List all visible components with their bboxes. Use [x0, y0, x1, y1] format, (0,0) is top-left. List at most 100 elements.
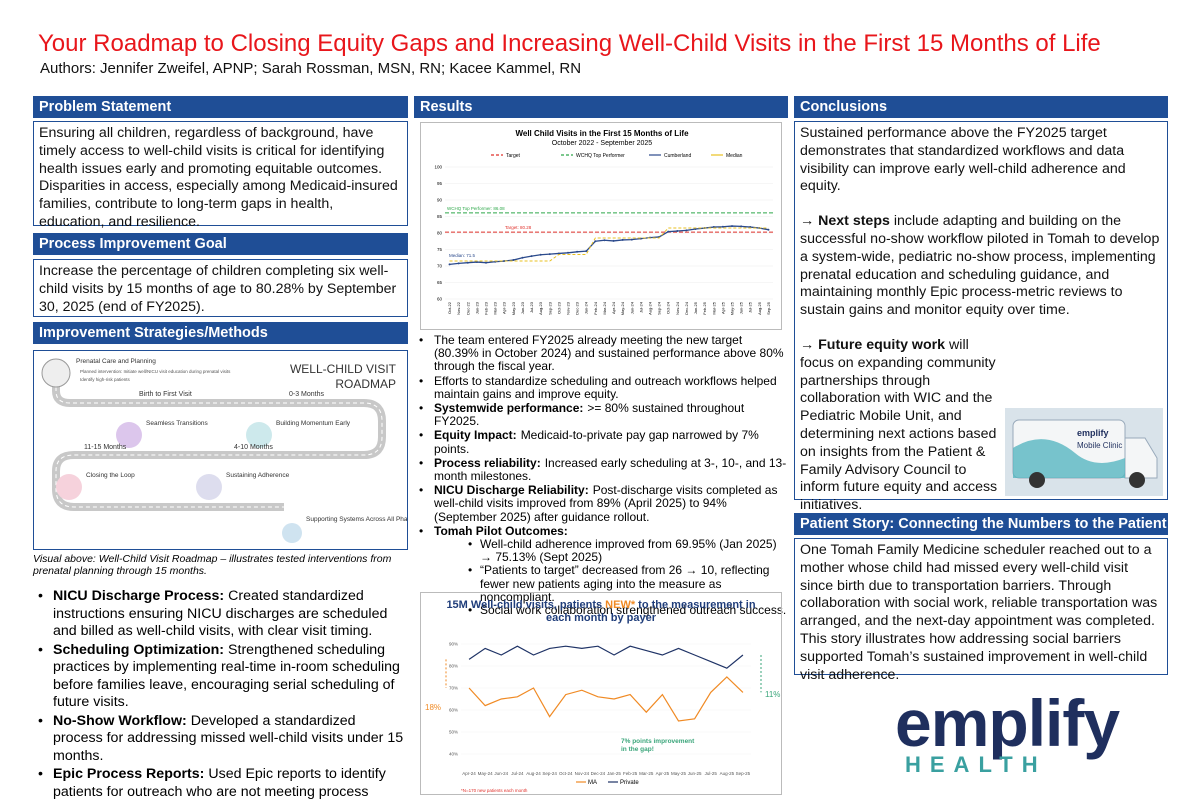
data-point: [567, 251, 569, 254]
bullet-lead: Scheduling Optimization:: [53, 641, 225, 658]
poster-title: Your Roadmap to Closing Equity Gaps and …: [38, 30, 1101, 57]
x-tick-label: Aug-23: [538, 301, 543, 315]
y-tick-label: 70%: [449, 686, 458, 691]
roadmap-stage: Seamless Transitions: [146, 420, 209, 427]
x-tick-label: Jul-24: [511, 771, 524, 776]
x-tick-label: Jul-23: [529, 301, 534, 313]
bullet: Efforts to standardize scheduling and ou…: [414, 373, 788, 401]
section-text: One Tomah Family Medicine scheduler reac…: [794, 538, 1168, 683]
x-tick-label: May-24: [478, 771, 494, 776]
bullet-text: The team entered FY2025 already meeting …: [434, 333, 784, 374]
bullet-text: Efforts to standardize scheduling and ou…: [434, 373, 777, 401]
bullet: NICU Discharge Reliability:Post-discharg…: [414, 484, 788, 524]
x-tick-label: May-23: [511, 301, 516, 315]
logo-name: emplify: [895, 686, 1120, 760]
y-tick-label: 85: [437, 214, 443, 219]
series-line: [468, 676, 744, 722]
x-tick-label: Jul-24: [638, 301, 643, 313]
x-tick-label: Jun-24: [494, 771, 508, 776]
x-tick-label: Dec-24: [684, 301, 689, 315]
x-tick-label: Mar-25: [711, 301, 716, 314]
chart-title-part: 15M Well-child visits, patients: [446, 599, 606, 611]
annotation: in the gap!: [621, 746, 654, 753]
x-tick-label: Jan-23: [474, 301, 479, 314]
chart: 40%50%60%70%80%90%Apr-24 May-24 Jun-24 Jul-…: [425, 642, 780, 794]
stage-icon: [196, 474, 222, 500]
y-tick-label: 60%: [449, 708, 458, 713]
y-tick-label: 40%: [449, 752, 458, 757]
y-tick-label: 80: [437, 231, 443, 236]
roadmap-note: Planned intervention: Initiate well/NICU…: [80, 369, 231, 374]
annotation: Median: 71.5: [449, 253, 476, 258]
data-point: [731, 225, 733, 228]
data-point: [466, 261, 469, 264]
chart-panel: 15M Well-child visits, patients NEW* to …: [420, 592, 782, 795]
legend-label: Private: [620, 780, 639, 786]
paragraph-text: will focus on expanding community partne…: [800, 336, 998, 514]
bullet-text: Strengthened scheduling practices by imp…: [53, 641, 400, 711]
roadmap-stage: Sustaining Adherence: [226, 472, 290, 479]
annotation: 7% points improvement: [621, 738, 695, 745]
bullet: Process reliability:Increased early sche…: [414, 455, 788, 484]
x-tick-label: Oct-22: [447, 301, 452, 314]
bullet-lead: No-Show Workflow:: [53, 712, 187, 729]
section-text: Sustained performance above the FY2025 t…: [794, 121, 1168, 513]
y-tick-label: 65: [437, 280, 443, 285]
x-tick-label: Apr-25: [656, 771, 670, 776]
section-text: Ensuring all children, regardless of bac…: [33, 121, 408, 230]
sub-bullet: Social work collaboration strengthened o…: [434, 603, 788, 617]
bullet-text: Increased early scheduling at 3-, 10-, a…: [434, 455, 787, 484]
bullet: NICU Discharge Process:Created standardi…: [33, 588, 408, 641]
bullet-lead: Tomah Pilot Outcomes:: [434, 523, 568, 538]
y-tick-label: 75: [437, 247, 443, 252]
series-line: [468, 645, 744, 669]
x-tick-label: Apr-24: [611, 301, 616, 314]
y-tick-label: 70: [437, 264, 443, 269]
x-tick-label: Feb-24: [593, 301, 598, 314]
bullet: Systemwide performance:>= 80% sustained …: [414, 401, 788, 429]
bullet-text: Medicaid-to-private pay gap narrowed by …: [434, 428, 759, 456]
data-point: [767, 228, 770, 231]
sub-bullet: Well-child adherence improved from 69.95…: [434, 537, 788, 564]
annotation: WCHQ Top Performer: 86.08: [447, 206, 505, 211]
bullet: Tomah Pilot Outcomes:Well-child adherenc…: [414, 523, 788, 617]
wheel: [1029, 472, 1045, 488]
y-tick-label: 95: [437, 181, 443, 186]
bullet-lead: Systemwide performance:: [434, 401, 584, 416]
x-tick-label: Feb-23: [484, 301, 489, 314]
data-point: [448, 263, 451, 266]
chart-title-part: to the measurement in each month by paye…: [545, 599, 756, 624]
x-tick-label: May-25: [730, 301, 735, 315]
x-tick-label: Aug-24: [648, 301, 653, 315]
figure-caption: Visual above: Well-Child Visit Roadmap –…: [33, 553, 392, 577]
paragraph-lead: → Next steps: [800, 213, 890, 230]
roadmap-stage: 11-15 Months: [84, 444, 127, 451]
stage-icon: [116, 422, 142, 448]
x-tick-label: Nov-24: [575, 771, 590, 776]
x-tick-label: Sep-23: [547, 301, 552, 315]
data-point: [630, 238, 633, 241]
roadmap-stage: Birth to First Visit: [139, 391, 192, 398]
paragraph-lead: → Future equity work: [800, 336, 946, 353]
bullet-text: >= 80% sustained throughout FY2025.: [434, 401, 745, 429]
section-heading: Improvement Strategies/Methods: [33, 322, 408, 344]
roadmap-stage: Building Momentum Early: [276, 420, 351, 427]
legend-label: Cumberland: [664, 153, 691, 159]
chart: Well Child Visits in the First 15 Months…: [420, 122, 782, 330]
x-tick-label: Nov-24: [675, 301, 680, 315]
x-tick-label: Aug-24: [526, 771, 541, 776]
x-tick-label: Jan-24: [584, 301, 589, 314]
x-tick-label: Dec-24: [591, 771, 606, 776]
x-tick-label: Mar-25: [639, 771, 654, 776]
stage-icon: [56, 474, 82, 500]
x-tick-label: Jan-25: [693, 301, 698, 314]
data-point: [576, 250, 579, 253]
data-point: [721, 225, 724, 228]
series-line: [449, 225, 769, 265]
x-tick-label: Jun-25: [739, 301, 744, 314]
legend-label: WCHQ Top Performer: [576, 153, 625, 159]
x-tick-label: Apr-25: [720, 301, 725, 314]
x-tick-label: Jun-25: [688, 771, 702, 776]
bullet-lead: NICU Discharge Reliability:: [434, 483, 589, 498]
